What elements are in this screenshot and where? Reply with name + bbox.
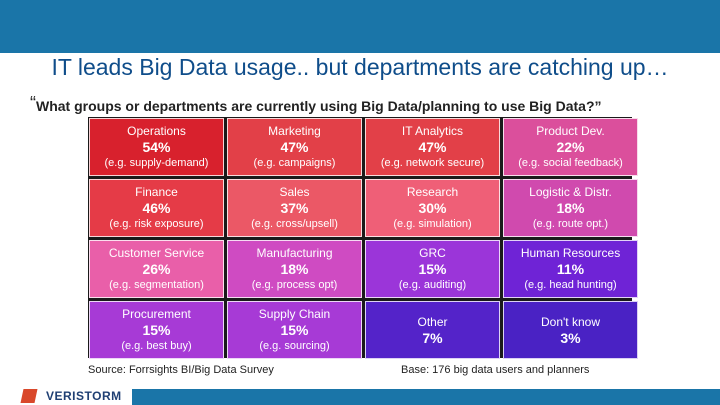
- cell-percentage: 26%: [142, 261, 171, 277]
- cell-percentage: 15%: [418, 261, 447, 277]
- cell-example: (e.g. risk exposure): [109, 218, 204, 230]
- question-text: What groups or departments are currently…: [36, 98, 602, 114]
- cell-department-name: Don't know: [541, 315, 600, 329]
- grid-cell: IT Analytics 47% (e.g. network secure): [365, 118, 500, 176]
- cell-percentage: 22%: [556, 139, 585, 155]
- grid-cell: Finance 46% (e.g. risk exposure): [89, 179, 224, 237]
- cell-example: (e.g. process opt): [251, 279, 338, 291]
- cell-example: (e.g. route opt.): [532, 218, 609, 230]
- cell-department-name: GRC: [419, 246, 446, 260]
- cell-department-name: Customer Service: [108, 246, 205, 260]
- cell-percentage: 7%: [422, 330, 443, 346]
- cell-department-name: Marketing: [268, 124, 321, 138]
- cell-example: (e.g. supply-demand): [104, 157, 209, 169]
- grid-cell: Marketing 47% (e.g. campaigns): [227, 118, 362, 176]
- slide-title: IT leads Big Data usage.. but department…: [51, 54, 669, 80]
- grid-cell: Other 7%: [365, 301, 500, 359]
- cell-department-name: Operations: [127, 124, 186, 138]
- cell-percentage: 37%: [280, 200, 309, 216]
- cell-percentage: 3%: [560, 330, 581, 346]
- cell-percentage: 54%: [142, 139, 171, 155]
- cell-percentage: 11%: [556, 261, 585, 277]
- grid-cell: Procurement 15% (e.g. best buy): [89, 301, 224, 359]
- cell-example: (e.g. campaigns): [253, 157, 336, 169]
- grid-cell: Operations 54% (e.g. supply-demand): [89, 118, 224, 176]
- cell-department-name: Product Dev.: [536, 124, 605, 138]
- department-grid: Operations 54% (e.g. supply-demand) Marketi…: [88, 117, 638, 359]
- grid-cell: Manufacturing 18% (e.g. process opt): [227, 240, 362, 298]
- cell-example: (e.g. social feedback): [518, 157, 623, 169]
- cell-example: (e.g. cross/upsell): [251, 218, 338, 230]
- bottom-bar: [132, 389, 720, 405]
- cell-department-name: Manufacturing: [256, 246, 333, 260]
- cell-department-name: Procurement: [122, 307, 191, 321]
- cell-department-name: Sales: [279, 185, 310, 199]
- cell-department-name: Research: [406, 185, 459, 199]
- grid-cell: Human Resources 11% (e.g. head hunting): [503, 240, 638, 298]
- cell-example: (e.g. network secure): [380, 157, 485, 169]
- grid-cell: GRC 15% (e.g. auditing): [365, 240, 500, 298]
- grid-cell: Don't know 3%: [503, 301, 638, 359]
- cell-department-name: Other: [417, 315, 448, 329]
- logo-text: VERISTORM: [46, 389, 122, 403]
- cell-department-name: Finance: [135, 185, 178, 199]
- cell-department-name: Supply Chain: [258, 307, 331, 321]
- logo-accent-icon: [20, 389, 38, 403]
- cell-percentage: 18%: [280, 261, 309, 277]
- top-bar: [0, 0, 720, 53]
- cell-percentage: 15%: [280, 322, 309, 338]
- footer-base: Base: 176 big data users and planners: [401, 364, 590, 376]
- cell-example: (e.g. auditing): [398, 279, 467, 291]
- survey-question: “What groups or departments are currentl…: [30, 93, 602, 114]
- cell-percentage: 46%: [142, 200, 171, 216]
- cell-department-name: Logistic & Distr.: [529, 185, 612, 199]
- grid-cell: Customer Service 26% (e.g. segmentation): [89, 240, 224, 298]
- cell-example: (e.g. simulation): [393, 218, 472, 230]
- cell-percentage: 47%: [418, 139, 447, 155]
- cell-percentage: 30%: [418, 200, 447, 216]
- grid-cell: Research 30% (e.g. simulation): [365, 179, 500, 237]
- cell-percentage: 18%: [556, 200, 585, 216]
- cell-percentage: 15%: [142, 322, 171, 338]
- footer-source: Source: Forrsights BI/Big Data Survey: [88, 364, 274, 376]
- cell-example: (e.g. sourcing): [259, 340, 330, 352]
- cell-department-name: IT Analytics: [401, 124, 464, 138]
- cell-department-name: Human Resources: [520, 246, 621, 260]
- veristorm-logo: VERISTORM: [20, 389, 132, 403]
- grid-cell: Sales 37% (e.g. cross/upsell): [227, 179, 362, 237]
- cell-example: (e.g. head hunting): [524, 279, 617, 291]
- grid-cell: Product Dev. 22% (e.g. social feedback): [503, 118, 638, 176]
- grid-cell: Logistic & Distr. 18% (e.g. route opt.): [503, 179, 638, 237]
- cell-percentage: 47%: [280, 139, 309, 155]
- cell-example: (e.g. best buy): [121, 340, 192, 352]
- open-quote: “: [30, 93, 36, 113]
- cell-example: (e.g. segmentation): [109, 279, 204, 291]
- grid-cell: Supply Chain 15% (e.g. sourcing): [227, 301, 362, 359]
